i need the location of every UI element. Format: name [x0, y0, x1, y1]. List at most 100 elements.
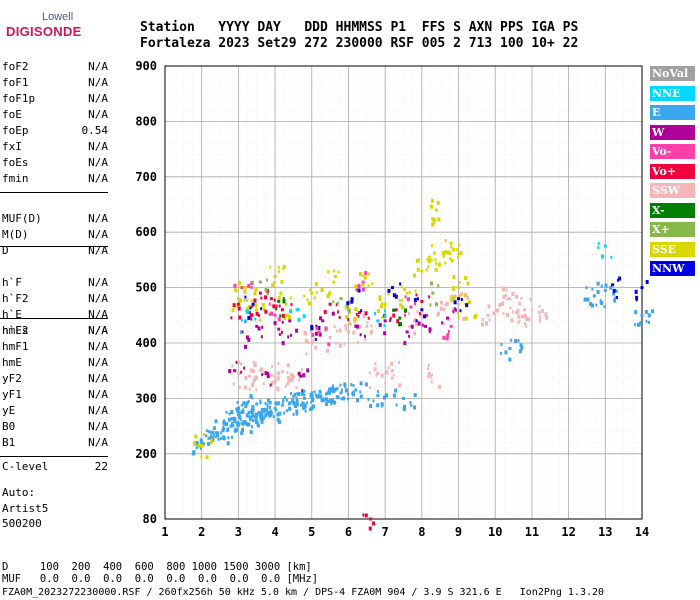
data-point [255, 402, 259, 406]
data-point [270, 311, 274, 316]
data-point [338, 328, 342, 333]
data-point [357, 288, 361, 293]
data-point [262, 307, 266, 312]
data-point [435, 262, 438, 266]
data-point [433, 251, 436, 255]
y-tick-label: 500 [135, 281, 157, 295]
data-point [502, 311, 505, 315]
data-point [425, 268, 428, 272]
data-point [251, 419, 255, 423]
data-point [331, 398, 334, 402]
data-point [327, 387, 331, 392]
data-point [288, 402, 291, 406]
data-point [481, 322, 485, 327]
data-point [640, 286, 644, 290]
data-point [428, 327, 432, 332]
data-point [612, 288, 616, 293]
data-point [416, 297, 419, 301]
data-point [271, 364, 274, 368]
param-name: h`E [2, 308, 22, 321]
data-point [233, 428, 237, 433]
data-point [369, 404, 373, 409]
data-point [242, 401, 246, 406]
data-point [439, 306, 443, 311]
data-point [355, 284, 359, 289]
data-point [383, 309, 386, 313]
data-point [274, 401, 278, 406]
data-point [392, 373, 395, 377]
data-point [367, 397, 370, 401]
data-point [376, 309, 380, 314]
data-point [455, 248, 458, 252]
data-point [454, 307, 457, 311]
data-point [359, 333, 362, 337]
data-point [421, 323, 424, 327]
data-point [260, 296, 263, 300]
param-value: N/A [88, 308, 108, 321]
data-point [246, 309, 250, 314]
data-point [276, 386, 279, 390]
data-point [237, 306, 241, 311]
data-point [374, 362, 377, 366]
data-point [301, 401, 305, 406]
data-point [336, 386, 339, 390]
data-point [247, 283, 251, 288]
data-point [286, 363, 290, 368]
data-point [414, 302, 417, 306]
data-point [258, 291, 262, 295]
data-point [286, 409, 289, 413]
data-point [462, 316, 466, 321]
data-point [255, 311, 259, 316]
data-point [383, 319, 387, 323]
data-point [392, 293, 396, 298]
data-point [437, 284, 440, 288]
data-point [246, 298, 249, 302]
data-point [428, 330, 431, 334]
data-point [333, 325, 336, 329]
data-point [447, 330, 450, 334]
data-point [350, 299, 354, 304]
data-point [357, 283, 361, 288]
data-point [288, 319, 292, 323]
data-point [465, 303, 469, 308]
data-point [414, 289, 417, 293]
data-point [359, 390, 362, 394]
data-point [235, 360, 238, 364]
data-point [275, 304, 278, 308]
y-tick-label: 80 [143, 512, 157, 526]
data-point [444, 303, 447, 307]
data-point [301, 388, 304, 392]
data-point [275, 307, 278, 311]
data-point [390, 376, 393, 380]
data-point [266, 408, 269, 412]
data-point [259, 399, 262, 403]
data-point [282, 267, 285, 271]
data-point [367, 272, 370, 276]
data-point [339, 391, 343, 395]
data-point [348, 321, 351, 325]
data-point [292, 412, 295, 416]
data-point [427, 371, 431, 375]
data-point [523, 313, 527, 318]
data-point [266, 292, 269, 296]
data-point [280, 308, 284, 312]
data-point [355, 288, 358, 292]
param-row: h`F2 N/A [2, 292, 108, 308]
data-point [277, 296, 281, 301]
data-point [328, 302, 332, 306]
data-point [344, 388, 348, 393]
data-point [644, 310, 648, 315]
data-point [212, 426, 216, 431]
data-point [306, 368, 310, 373]
data-point [449, 324, 453, 328]
data-point [355, 312, 358, 316]
data-point [223, 421, 227, 426]
data-point [517, 314, 521, 319]
data-point [383, 305, 386, 309]
param-name: foE [2, 108, 22, 121]
data-point [311, 332, 315, 337]
data-point [220, 431, 223, 435]
data-point [271, 380, 275, 385]
param-row: hmF2 N/A [2, 324, 108, 340]
data-point [278, 333, 281, 337]
